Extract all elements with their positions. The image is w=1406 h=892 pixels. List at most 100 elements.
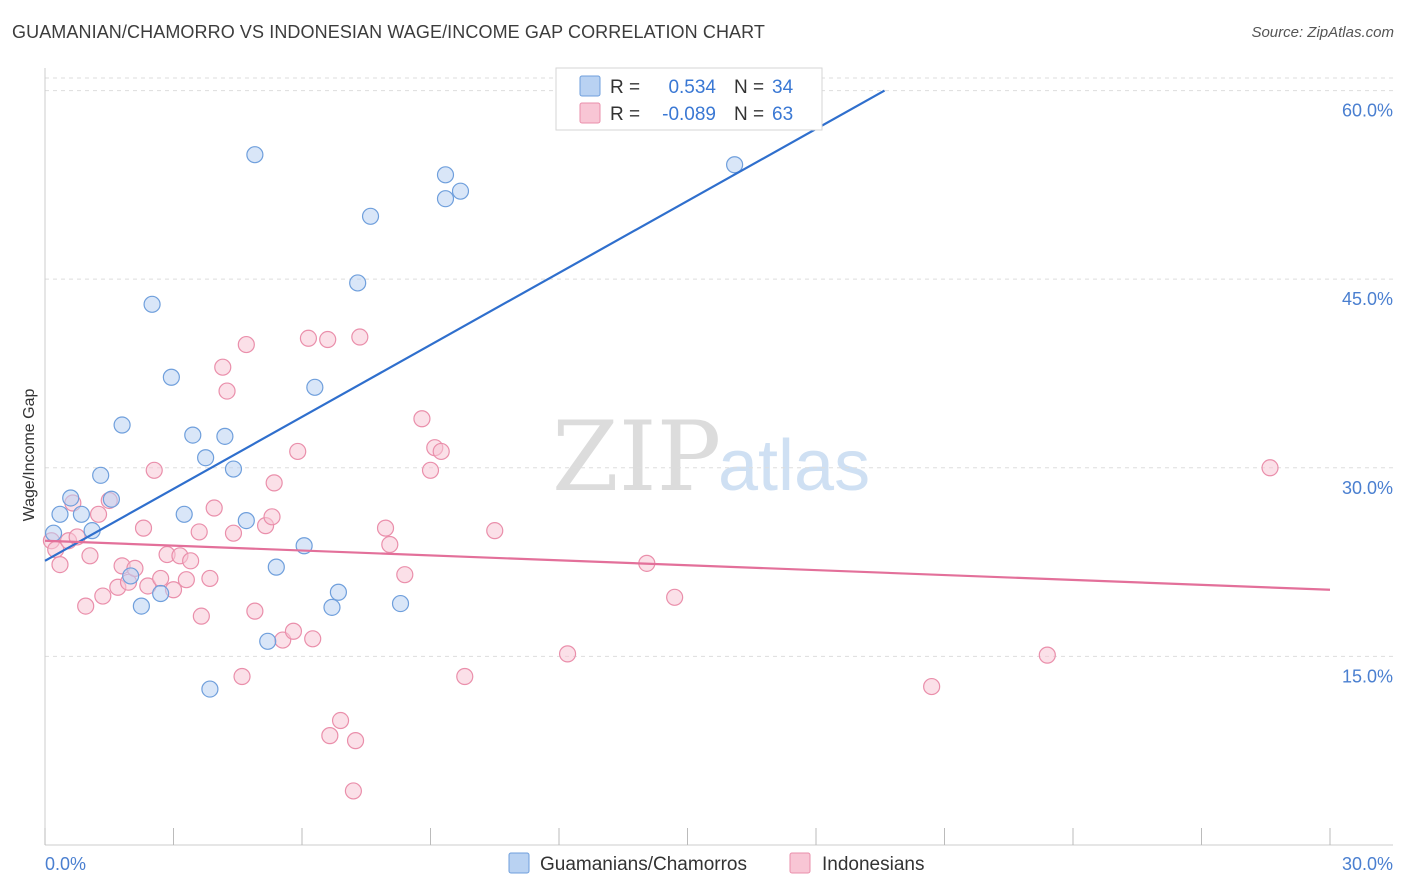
indonesian-point [558,645,577,663]
indonesian-point [321,727,339,745]
y-axis-label: Wage/Income Gap [21,389,38,522]
indonesian-point [299,329,318,347]
legend-r-value-1: 0.534 [668,77,716,98]
indonesian-point [289,442,307,461]
guamanian-point [72,505,91,523]
series-legend: Guamanians/Chamorros Indonesians [508,852,924,875]
legend-n-value-1: 34 [772,77,794,98]
guamanian-point [391,594,410,613]
guamanian-point [224,460,243,478]
indonesian-point [319,330,337,349]
indonesian-point [381,535,399,554]
guamanian-point [451,182,470,200]
guamanian-point [436,166,455,184]
indonesian-point [145,461,163,479]
legend-swatch-pink [579,102,601,124]
legend-r-label-1: R = [610,77,640,98]
bottom-legend-swatch-pink [789,852,811,874]
guamanian-point [726,156,744,174]
watermark-zip: ZIP [552,401,721,513]
bottom-legend-label-indonesians: Indonesians [822,854,924,875]
chart-title: GUAMANIAN/CHAMORRO VS INDONESIAN WAGE/IN… [12,22,766,42]
indonesian-point [346,732,365,750]
indonesian-point [51,556,69,574]
guamanian-point [197,449,215,467]
indonesian-point [218,382,236,400]
gridlines [45,77,1393,657]
indonesian-point [81,547,99,565]
indonesian-point [376,519,395,537]
guamanian-point [162,368,180,386]
bottom-legend-swatch-blue [508,852,530,874]
indonesian-point [134,519,153,537]
indonesian-point [486,522,504,540]
guamanian-point [143,295,161,313]
indonesian-point [94,587,112,605]
indonesian-point [421,461,440,479]
legend-r-value-2: -0.089 [662,104,716,125]
guamanian-point [267,558,285,576]
indonesian-point [396,566,414,584]
x-tick-label-min: 0.0% [45,854,86,874]
indonesian-point [205,499,223,517]
indonesian-point [233,667,251,686]
indonesian-point [923,677,941,696]
guamanian-point [62,489,80,507]
guamanian-point [44,524,63,542]
indonesian-point [246,602,264,620]
indonesian-point [284,622,303,640]
indonesian-point [263,508,281,526]
guamanian-point [132,597,150,615]
y-tick-label: 45.0% [1342,289,1393,309]
y-axis-tick-labels: 15.0% 30.0% 45.0% 60.0% [1342,101,1393,687]
indonesian-point [456,667,474,686]
indonesian-point [237,335,255,354]
legend-n-value-2: 63 [772,104,793,125]
guamanian-point [361,207,380,225]
bottom-legend-label-guamanians: Guamanians/Chamorros [540,854,747,875]
guamanian-point [92,466,110,484]
x-axis-ticks [44,828,1331,845]
guamanian-point [122,567,140,585]
indonesian-point [77,597,95,615]
guamanian-point [175,505,193,523]
guamanian-point [152,584,170,603]
indonesian-point [177,571,195,589]
guamanian-point [436,190,455,208]
guamanian-point [237,511,255,530]
indonesian-point [192,607,210,625]
indonesian-point [190,523,208,541]
watermark-atlas: atlas [718,426,870,506]
guamanian-point [259,632,277,650]
indonesian-point [152,569,170,588]
indonesians-trend-line [44,539,1331,591]
indonesian-point [182,552,200,570]
guamanians-trend-line [44,89,886,562]
legend-swatch-blue [579,75,601,97]
guamanian-point [113,416,131,434]
indonesian-point [304,630,322,648]
correlation-legend: R = 0.534 N = 34 R = -0.089 N = 63 [555,67,823,131]
indonesian-point [1261,459,1279,477]
guamanian-point [102,490,120,508]
indonesian-point [139,577,157,595]
y-tick-label: 60.0% [1342,101,1393,121]
guamanian-point [201,680,219,698]
guamanian-point [216,427,234,445]
y-tick-label: 15.0% [1342,666,1393,686]
guamanian-point [349,274,367,292]
y-tick-label: 30.0% [1342,478,1393,498]
indonesian-point [344,782,362,800]
indonesian-point [351,328,369,346]
indonesian-point [224,524,243,542]
guamanian-point [329,583,348,601]
guamanian-point [51,505,69,523]
guamanian-point [306,378,324,396]
legend-n-label-2: N = [734,104,764,125]
guamanian-point [184,426,202,444]
indonesian-point [89,505,108,523]
legend-n-label-1: N = [734,77,764,98]
indonesian-point [201,569,219,588]
indonesian-point [331,711,350,730]
